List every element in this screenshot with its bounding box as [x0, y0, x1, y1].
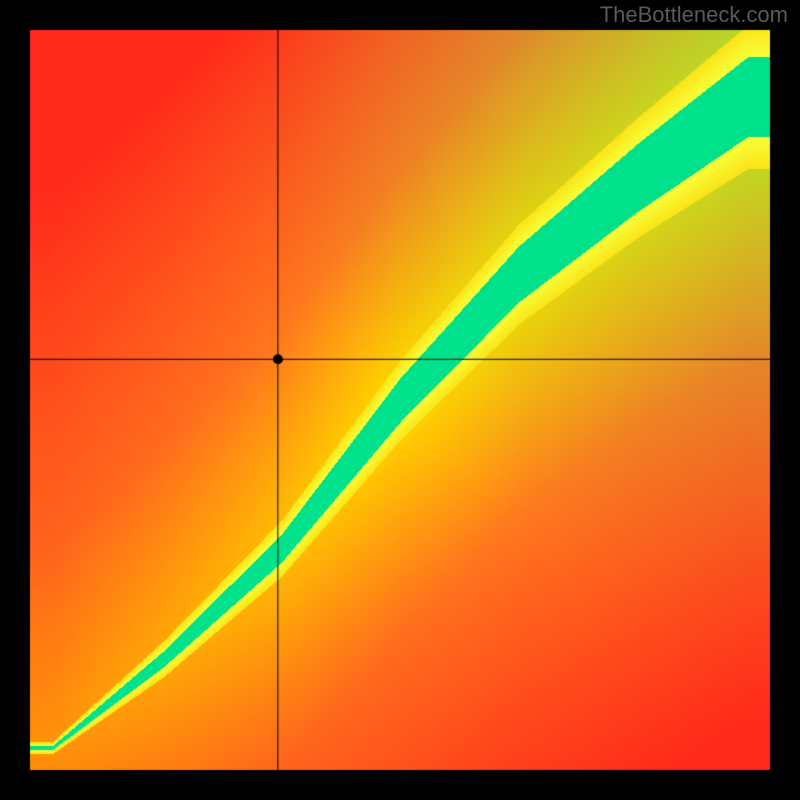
- attribution-label: TheBottleneck.com: [600, 2, 788, 28]
- heatmap-canvas: [0, 0, 800, 800]
- bottleneck-heatmap: [0, 0, 800, 800]
- root: TheBottleneck.com: [0, 0, 800, 800]
